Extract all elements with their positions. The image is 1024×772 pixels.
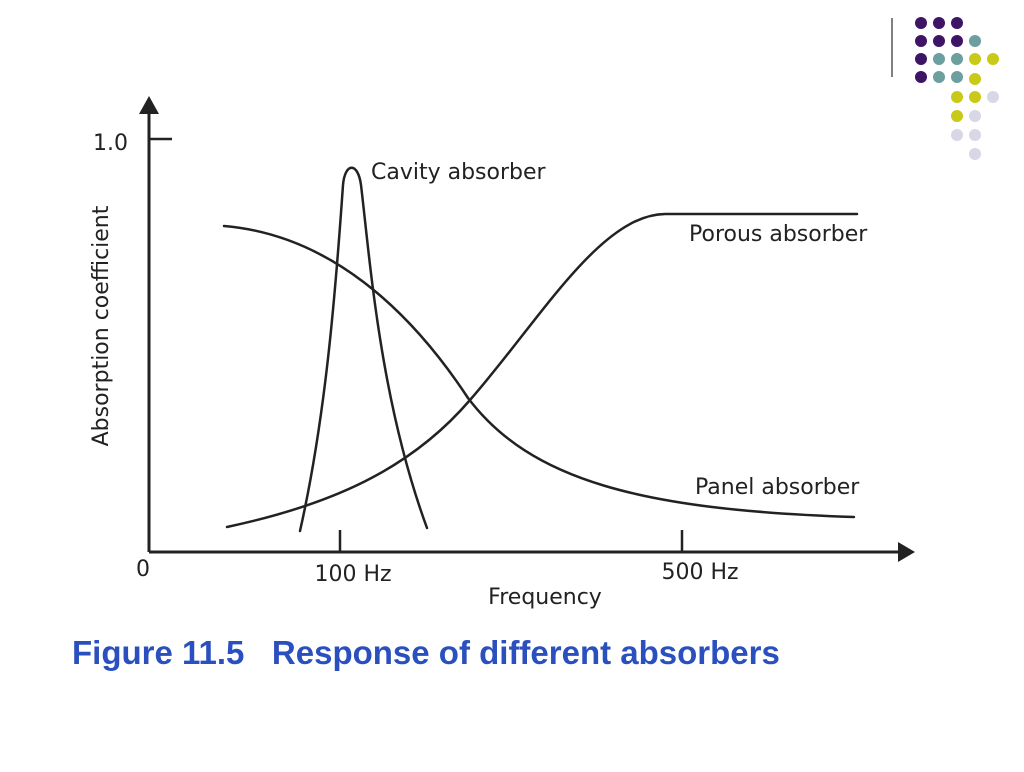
dot <box>969 110 981 122</box>
decorative-dot-grid <box>891 17 999 160</box>
y-axis-arrowhead <box>139 96 159 114</box>
dot <box>915 53 927 65</box>
dot <box>969 148 981 160</box>
dot <box>915 71 927 83</box>
dot <box>951 110 963 122</box>
panel-absorber-curve <box>222 224 856 519</box>
dot <box>969 73 981 85</box>
x-tick-label-500hz: 500 Hz <box>661 560 738 585</box>
panel-absorber-label: Panel absorber <box>695 475 860 500</box>
dot <box>933 71 945 83</box>
dot <box>969 91 981 103</box>
dot <box>915 17 927 29</box>
dot <box>969 129 981 141</box>
dot <box>951 71 963 83</box>
x-axis-label: Frequency <box>488 585 602 610</box>
dot <box>951 35 963 47</box>
dot <box>987 91 999 103</box>
y-tick-label: 1.0 <box>93 131 128 156</box>
cavity-absorber-curve <box>298 166 429 533</box>
x-axis-arrowhead <box>898 542 915 562</box>
porous-absorber-label: Porous absorber <box>689 222 868 247</box>
y-axis-label: Absorption coefficient <box>89 205 114 446</box>
dot <box>915 35 927 47</box>
dot <box>933 17 945 29</box>
curves <box>222 166 859 533</box>
dot <box>951 91 963 103</box>
dot <box>969 53 981 65</box>
origin-label: 0 <box>136 557 150 582</box>
x-tick-label-100hz: 100 Hz <box>314 562 391 587</box>
dot <box>933 35 945 47</box>
dot <box>951 53 963 65</box>
dot <box>951 17 963 29</box>
dot <box>969 35 981 47</box>
figure-caption: Figure 11.5 Response of different absorb… <box>72 634 780 671</box>
dot <box>933 53 945 65</box>
axes <box>139 96 915 562</box>
cavity-absorber-label: Cavity absorber <box>371 160 547 185</box>
dot <box>951 129 963 141</box>
dot <box>987 53 999 65</box>
